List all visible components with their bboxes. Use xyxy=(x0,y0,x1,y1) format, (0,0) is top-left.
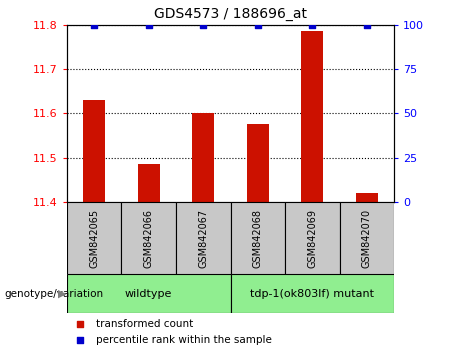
Bar xyxy=(192,113,214,202)
Bar xyxy=(356,193,378,202)
Text: transformed count: transformed count xyxy=(96,319,194,329)
Text: GSM842070: GSM842070 xyxy=(362,209,372,268)
Bar xyxy=(340,202,394,274)
Bar xyxy=(67,202,121,274)
Text: tdp-1(ok803lf) mutant: tdp-1(ok803lf) mutant xyxy=(250,289,374,299)
Text: wildtype: wildtype xyxy=(125,289,172,299)
Text: GSM842066: GSM842066 xyxy=(144,209,154,268)
Text: GSM842069: GSM842069 xyxy=(307,209,317,268)
Bar xyxy=(176,202,230,274)
Bar xyxy=(83,100,105,202)
Text: percentile rank within the sample: percentile rank within the sample xyxy=(96,335,272,345)
Point xyxy=(308,22,316,28)
Bar xyxy=(301,32,323,202)
Title: GDS4573 / 188696_at: GDS4573 / 188696_at xyxy=(154,7,307,21)
Point xyxy=(90,22,98,28)
Bar xyxy=(121,202,176,274)
Bar xyxy=(138,164,160,202)
Text: GSM842068: GSM842068 xyxy=(253,209,263,268)
Point xyxy=(363,22,371,28)
Bar xyxy=(230,202,285,274)
Text: ▶: ▶ xyxy=(58,289,66,299)
Point xyxy=(200,22,207,28)
Bar xyxy=(230,274,394,313)
Bar xyxy=(285,202,340,274)
Point xyxy=(254,22,261,28)
Text: GSM842065: GSM842065 xyxy=(89,209,99,268)
Bar xyxy=(67,274,230,313)
Point xyxy=(346,86,353,91)
Text: GSM842067: GSM842067 xyxy=(198,209,208,268)
Point xyxy=(346,234,353,240)
Text: genotype/variation: genotype/variation xyxy=(5,289,104,299)
Bar xyxy=(247,124,269,202)
Point xyxy=(145,22,152,28)
